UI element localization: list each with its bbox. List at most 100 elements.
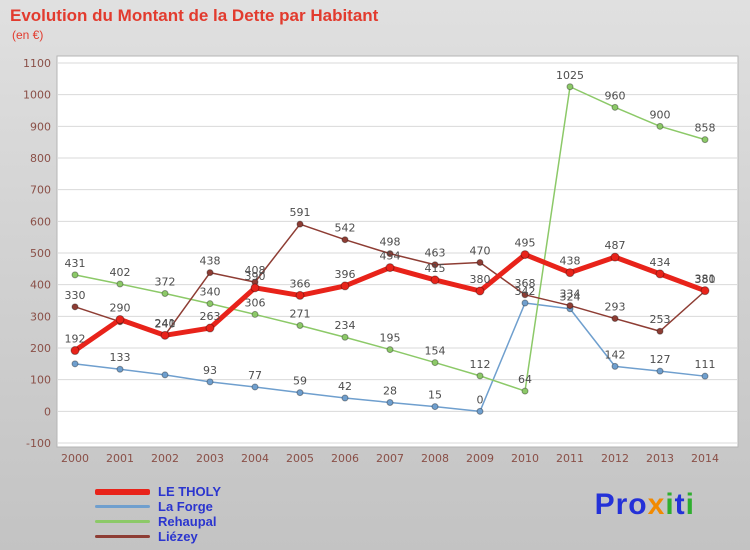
legend-item: Liézey: [95, 529, 221, 544]
legend-swatch: [95, 505, 150, 508]
data-point-marker: [71, 360, 79, 368]
legend-swatch: [95, 535, 150, 538]
value-label: 591: [290, 206, 311, 219]
x-tick-label: 2003: [196, 452, 224, 465]
y-tick-label: 900: [30, 120, 51, 133]
data-point-marker: [71, 271, 79, 279]
value-label: 306: [245, 296, 266, 309]
value-label: 241: [155, 317, 176, 330]
data-point-marker: [521, 299, 529, 307]
value-label: 380: [470, 273, 491, 286]
data-point-marker: [476, 372, 484, 380]
legend-swatch: [95, 488, 150, 495]
logo-letter: i: [665, 488, 675, 521]
value-label: 111: [695, 358, 716, 371]
data-point-marker: [701, 136, 709, 144]
x-tick-label: 2013: [646, 452, 674, 465]
data-point-marker: [431, 359, 439, 367]
value-label: 195: [380, 332, 401, 345]
data-point-marker: [521, 291, 529, 299]
value-label: 0: [477, 393, 484, 406]
value-label: 340: [200, 286, 221, 299]
value-label: 542: [335, 222, 356, 235]
data-point-marker: [161, 371, 169, 379]
y-tick-label: 700: [30, 184, 51, 197]
value-label: 253: [650, 313, 671, 326]
data-point-marker: [656, 122, 664, 130]
data-point-marker: [386, 250, 394, 258]
value-label: 431: [65, 257, 86, 270]
data-point-marker: [611, 315, 619, 323]
y-tick-label: -100: [26, 437, 51, 450]
value-label: 463: [425, 247, 446, 260]
value-label: 192: [65, 333, 86, 346]
value-label: 28: [383, 384, 397, 397]
value-label: 290: [110, 302, 131, 315]
x-tick-label: 2006: [331, 452, 359, 465]
value-label: 960: [605, 89, 626, 102]
y-tick-label: 1100: [23, 57, 51, 70]
data-point-marker: [431, 403, 439, 411]
legend-swatch: [95, 520, 150, 523]
value-label: 390: [245, 270, 266, 283]
legend-label: Rehaupal: [158, 513, 217, 529]
value-label: 438: [200, 255, 221, 268]
value-label: 42: [338, 380, 352, 393]
value-label: 127: [650, 353, 671, 366]
y-tick-label: 600: [30, 215, 51, 228]
x-tick-label: 2014: [691, 452, 719, 465]
y-tick-label: 500: [30, 247, 51, 260]
value-label: 372: [155, 276, 176, 289]
data-point-marker: [386, 398, 394, 406]
x-tick-label: 2001: [106, 452, 134, 465]
x-tick-label: 2008: [421, 452, 449, 465]
data-point-marker: [700, 286, 710, 296]
data-point-marker: [386, 346, 394, 354]
value-label: 396: [335, 268, 356, 281]
plot-area: [56, 55, 739, 448]
data-point-marker: [341, 394, 349, 402]
page-title: Evolution du Montant de la Dette par Hab…: [10, 6, 379, 25]
chart-legend: LE THOLY La Forge Rehaupal Liézey: [95, 484, 221, 544]
logo-letter: i: [685, 488, 695, 521]
legend-label: LE THOLY: [158, 483, 222, 499]
data-point-marker: [385, 263, 395, 273]
value-label: 334: [560, 288, 581, 301]
logo-letter: r: [615, 488, 629, 521]
data-point-marker: [295, 290, 305, 300]
data-point-marker: [205, 323, 215, 333]
value-label: 271: [290, 308, 311, 321]
data-point-marker: [116, 365, 124, 373]
series-LE THOLY: [70, 250, 710, 356]
value-label: 900: [650, 108, 671, 121]
value-label: 77: [248, 369, 262, 382]
value-label: 366: [290, 277, 311, 290]
logo-letter: o: [628, 488, 648, 521]
data-point-marker: [115, 315, 125, 324]
data-point-marker: [296, 389, 304, 397]
value-label: 402: [110, 266, 131, 279]
value-label: 498: [380, 236, 401, 249]
data-point-marker: [566, 83, 574, 91]
data-point-marker: [566, 302, 574, 310]
data-point-marker: [251, 310, 259, 318]
value-label: 454: [380, 250, 401, 263]
data-point-marker: [430, 275, 440, 285]
data-point-marker: [340, 281, 350, 291]
data-point-marker: [341, 333, 349, 341]
data-point-marker: [655, 269, 665, 279]
data-point-marker: [116, 280, 124, 288]
data-point-marker: [656, 367, 664, 375]
data-point-marker: [475, 286, 485, 296]
data-point-marker: [206, 300, 214, 308]
data-point-marker: [70, 346, 80, 356]
y-tick-label: 300: [30, 310, 51, 323]
data-point-marker: [251, 383, 259, 391]
value-label: 330: [65, 289, 86, 302]
logo-letter: x: [647, 488, 666, 521]
proxiti-logo: Proxiti: [595, 488, 695, 522]
data-point-marker: [296, 220, 304, 228]
data-point-marker: [520, 250, 530, 260]
chart-subtitle: (en €): [12, 28, 44, 42]
